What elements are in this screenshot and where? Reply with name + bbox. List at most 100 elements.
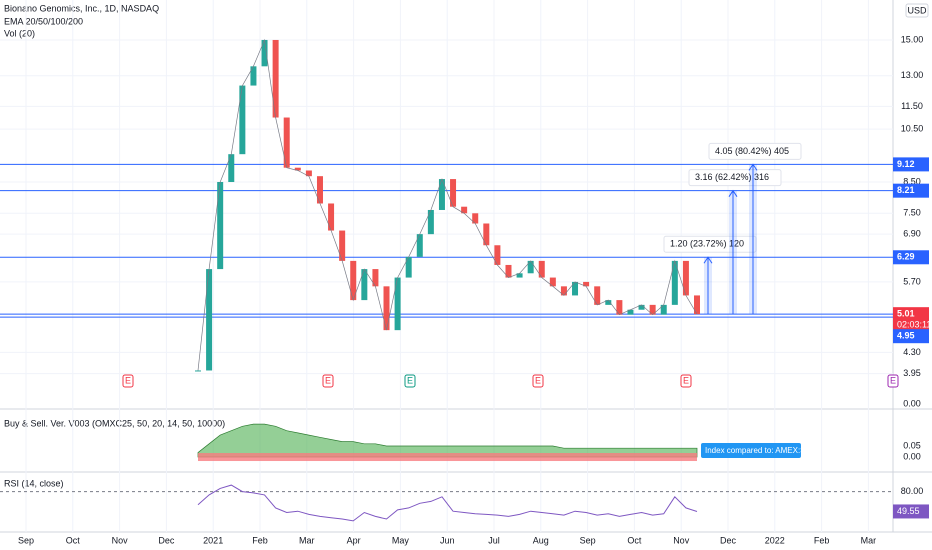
candle (195, 370, 201, 372)
y-tick-label: 80.00 (901, 486, 924, 496)
candle (594, 286, 601, 305)
x-tick-label: Nov (673, 535, 690, 545)
earnings-marker[interactable] (680, 374, 692, 388)
earnings-label[interactable]: E (325, 375, 331, 385)
x-tick-label: Mar (861, 535, 877, 545)
candle (649, 304, 656, 315)
measure-label-box (708, 142, 802, 160)
pane-title: Buy & Sell. Ver. V003 (OMXC25, 50, 20, 1… (4, 418, 225, 428)
candle (339, 230, 346, 261)
signal-band (198, 453, 697, 462)
price-badge-label: 8.21 (897, 185, 915, 195)
rsi-badge-label: 49.55 (897, 506, 920, 516)
candle (549, 277, 556, 287)
x-tick-label: Mar (299, 535, 315, 545)
candle (438, 179, 445, 210)
candle (671, 260, 678, 305)
y-tick-label: 5.70 (903, 276, 921, 286)
candle (483, 223, 490, 246)
earnings-label[interactable]: E (890, 375, 896, 385)
currency[interactable]: USD (907, 5, 927, 15)
rsi-line (197, 484, 698, 522)
y-tick-label: 7.50 (903, 208, 921, 218)
candle (505, 264, 512, 278)
buy-sell-area (197, 423, 698, 458)
price-line (197, 38, 698, 371)
candle (239, 85, 246, 155)
price-badge-label: 4.95 (897, 331, 915, 341)
candle (350, 260, 357, 301)
indicator-label: EMA 20/50/100/200 (4, 16, 83, 26)
price-badge (893, 250, 929, 265)
candle (694, 295, 700, 315)
currency-box[interactable] (905, 3, 929, 18)
earnings-marker[interactable] (322, 374, 334, 388)
earnings-label[interactable]: E (683, 375, 689, 385)
candle (217, 181, 224, 270)
indicator-label: Vol (20) (4, 28, 35, 38)
candle (305, 170, 312, 177)
y-tick-label: 13.00 (901, 70, 924, 80)
y-tick-label: 0.00 (903, 451, 921, 461)
earnings-marker[interactable] (532, 374, 544, 388)
candle (228, 154, 235, 182)
y-tick-label: 0.05 (903, 440, 921, 450)
earnings-label[interactable]: E (125, 375, 131, 385)
candle (472, 213, 479, 224)
x-tick-label: Dec (158, 535, 175, 545)
earnings-label[interactable]: E (535, 375, 541, 385)
x-tick-label: Oct (66, 535, 81, 545)
candle (516, 273, 523, 278)
candle (283, 117, 290, 168)
arrow-head (728, 189, 738, 197)
arrow-head (748, 163, 758, 171)
countdown: 02:03:11 (897, 320, 931, 330)
earnings-marker[interactable] (122, 374, 134, 388)
x-tick-label: 2022 (765, 535, 785, 545)
price-badge-label: 9.12 (897, 159, 915, 169)
measure-label: 3.16 (62.42%) 316 (695, 172, 769, 182)
x-tick-label: May (392, 535, 410, 545)
price-badge-label: 6.29 (897, 252, 915, 262)
candle (682, 260, 689, 296)
y-tick-label: 10.50 (901, 124, 924, 134)
measure-label-box (688, 169, 782, 187)
candle (627, 309, 634, 315)
measure-label: 4.05 (80.42%) 405 (715, 146, 789, 156)
candle (461, 206, 468, 214)
arrow-head (703, 256, 713, 264)
x-tick-label: Nov (112, 535, 129, 545)
price-badge (893, 329, 929, 344)
earnings-marker[interactable] (887, 374, 899, 388)
y-tick-label: 15.00 (901, 34, 924, 44)
x-tick-label: Jul (488, 535, 500, 545)
note: Index compared to: AMEX:SPY (705, 446, 817, 455)
candle (383, 286, 390, 331)
candle (605, 300, 612, 305)
candle (560, 286, 567, 296)
candle (405, 256, 412, 278)
measure-label: 1.20 (23.72%) 120 (670, 239, 744, 249)
x-tick-label: Oct (627, 535, 642, 545)
x-tick-label: Sep (580, 535, 596, 545)
earnings-marker[interactable] (404, 374, 416, 388)
chart-title: Bionano Genomics, Inc., 1D, NASDAQ (4, 3, 159, 13)
price-badge (893, 307, 929, 332)
pane-title: RSI (14, close) (4, 478, 64, 488)
note-box (701, 443, 801, 458)
x-tick-label: Sep (18, 535, 34, 545)
x-tick-label: Apr (347, 535, 361, 545)
candle (527, 260, 534, 274)
candle (328, 203, 335, 231)
x-tick-label: Aug (533, 535, 549, 545)
y-tick-label: 11.50 (901, 101, 923, 111)
candle (538, 260, 545, 278)
price-badge (893, 157, 929, 172)
x-tick-label: Feb (252, 535, 268, 545)
earnings-label[interactable]: E (407, 375, 413, 385)
candle (583, 281, 590, 287)
x-tick-label: Feb (814, 535, 830, 545)
candle (294, 167, 301, 171)
